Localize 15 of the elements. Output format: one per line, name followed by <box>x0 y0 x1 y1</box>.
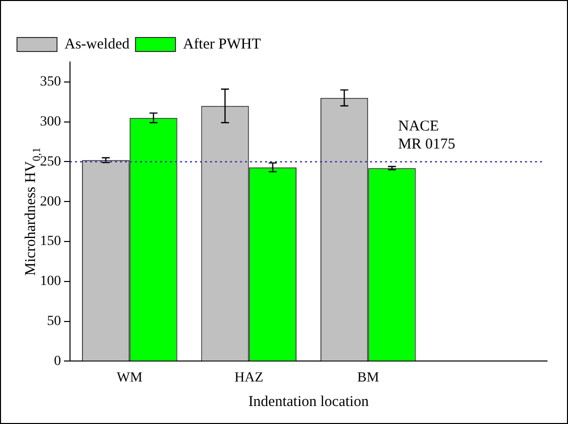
x-tick-label: HAZ <box>234 370 264 386</box>
y-tick-label: 150 <box>40 234 61 250</box>
x-tick-label: BM <box>357 370 380 386</box>
x-axis-title: Indentation location <box>248 394 370 410</box>
legend-label: As-welded <box>64 36 130 52</box>
y-tick-label: 50 <box>47 314 61 329</box>
y-tick-label: 350 <box>40 74 61 90</box>
y-tick-label: 0 <box>54 354 61 369</box>
y-tick-label: 200 <box>40 194 61 210</box>
y-tick-label: 100 <box>40 274 61 290</box>
legend-label: After PWHT <box>182 36 261 52</box>
x-tick-label: WM <box>116 370 144 386</box>
y-tick-label: 300 <box>40 114 61 130</box>
y-tick-label: 250 <box>40 154 61 170</box>
ref-line-label: NACE MR 0175 <box>398 118 456 153</box>
